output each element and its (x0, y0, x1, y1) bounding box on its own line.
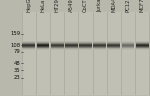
Bar (136, 46, 148, 47)
Bar (122, 43, 134, 44)
Bar (22, 47, 35, 48)
Bar (22, 49, 35, 50)
Bar (22, 48, 35, 49)
Bar (122, 44, 134, 45)
Text: 23: 23 (14, 75, 20, 80)
Bar (79, 42, 92, 43)
Bar (65, 47, 78, 48)
Bar (51, 49, 64, 50)
Bar (107, 43, 120, 44)
Bar (51, 45, 64, 46)
Text: 159: 159 (10, 31, 20, 36)
Text: CoCT: CoCT (83, 0, 88, 12)
Text: 35: 35 (14, 68, 20, 73)
Bar (65, 42, 78, 43)
Bar (122, 48, 134, 49)
Bar (136, 42, 148, 43)
Bar (37, 49, 49, 50)
Text: Jurkat: Jurkat (97, 0, 102, 12)
Text: HT29: HT29 (55, 0, 60, 12)
Bar (107, 45, 120, 46)
Bar (79, 46, 92, 47)
Bar (51, 46, 64, 47)
Bar (37, 46, 49, 47)
Bar (51, 48, 64, 49)
Bar (22, 44, 35, 45)
Bar (93, 44, 106, 45)
Bar (122, 49, 134, 50)
Bar (122, 42, 134, 43)
Bar (22, 41, 35, 42)
Bar (107, 48, 120, 49)
Bar (65, 45, 78, 46)
Bar (136, 41, 148, 42)
Bar (136, 49, 148, 50)
Bar (107, 49, 120, 50)
Bar (93, 45, 106, 46)
Bar (51, 47, 64, 48)
Bar (136, 48, 148, 49)
Bar (79, 43, 92, 44)
Text: HeLa: HeLa (40, 0, 45, 12)
Text: 79: 79 (14, 49, 20, 54)
Bar (22, 42, 35, 43)
Bar (93, 49, 106, 50)
Bar (51, 44, 64, 45)
Text: PC12: PC12 (126, 0, 130, 12)
Bar (37, 45, 49, 46)
Bar (93, 46, 106, 47)
Bar (122, 46, 134, 47)
Bar (22, 46, 35, 47)
Bar (65, 41, 78, 42)
Bar (22, 43, 35, 44)
Bar (37, 48, 49, 49)
Bar (79, 49, 92, 50)
Bar (51, 42, 64, 43)
Text: 48: 48 (14, 61, 20, 66)
Bar (107, 46, 120, 47)
Text: MCF7: MCF7 (140, 0, 145, 12)
Bar (37, 43, 49, 44)
Bar (65, 48, 78, 49)
Bar (37, 47, 49, 48)
Bar (93, 43, 106, 44)
Bar (122, 41, 134, 42)
Bar (65, 43, 78, 44)
Bar (136, 45, 148, 46)
Bar (51, 41, 64, 42)
Bar (79, 44, 92, 45)
Bar (22, 12, 149, 94)
Bar (93, 48, 106, 49)
Bar (107, 47, 120, 48)
Bar (122, 47, 134, 48)
Bar (107, 42, 120, 43)
Bar (79, 48, 92, 49)
Bar (65, 46, 78, 47)
Bar (93, 42, 106, 43)
Bar (37, 41, 49, 42)
Bar (37, 44, 49, 45)
Bar (79, 45, 92, 46)
Bar (136, 43, 148, 44)
Bar (51, 43, 64, 44)
Bar (122, 45, 134, 46)
Bar (136, 47, 148, 48)
Bar (107, 44, 120, 45)
Bar (79, 47, 92, 48)
Bar (93, 41, 106, 42)
Bar (37, 42, 49, 43)
Bar (93, 47, 106, 48)
Bar (65, 49, 78, 50)
Bar (65, 44, 78, 45)
Bar (136, 44, 148, 45)
Bar (79, 41, 92, 42)
Text: HepG2: HepG2 (26, 0, 31, 12)
Bar (107, 41, 120, 42)
Bar (22, 45, 35, 46)
Text: 108: 108 (10, 43, 20, 48)
Text: MDA4: MDA4 (111, 0, 116, 12)
Text: A549: A549 (69, 0, 74, 12)
